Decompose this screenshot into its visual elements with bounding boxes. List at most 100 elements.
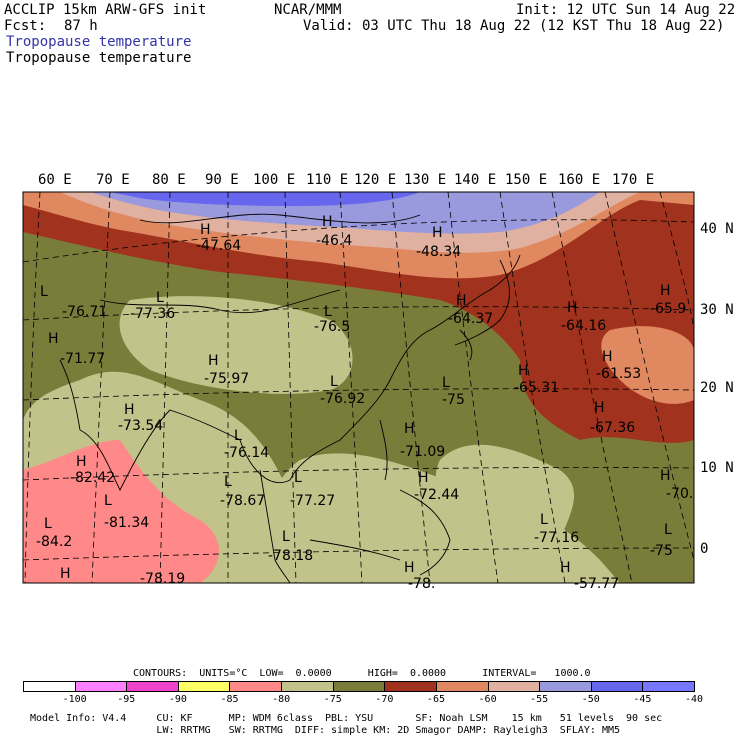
lon-label: 170 E — [612, 172, 655, 188]
hl-value: -75 — [442, 392, 465, 408]
colorbar-swatch — [590, 681, 644, 692]
colorbar-label: -65 — [426, 694, 445, 705]
hl-marker: H-47.64 — [196, 222, 241, 254]
hl-value: -47.64 — [196, 238, 241, 254]
hl-value: -64.37 — [448, 311, 493, 327]
colorbar-label: -90 — [168, 694, 187, 705]
hl-symbol: L — [224, 474, 232, 490]
hl-marker: H-61.53 — [596, 349, 641, 382]
hl-value: -77.27 — [290, 493, 335, 509]
hl-symbol: H — [208, 353, 219, 369]
hl-marker: H -70. — [660, 468, 693, 502]
hl-marker: H -75.97 — [204, 353, 249, 387]
hl-symbol: L — [104, 493, 112, 509]
lat-label: 0 — [700, 541, 709, 557]
hl-symbol: L — [324, 304, 332, 320]
lon-label: 160 E — [558, 172, 601, 188]
hl-marker: H-82.42 — [70, 454, 115, 486]
hl-marker: L -81.34 — [104, 493, 149, 531]
colorbar-label: -80 — [272, 694, 291, 705]
hl-symbol: H — [660, 468, 671, 484]
hl-marker: H -65.9 — [650, 283, 686, 317]
hl-marker: L-76.92 — [320, 374, 365, 407]
hl-symbol: L — [156, 290, 164, 306]
hl-symbol: H — [560, 560, 571, 576]
hl-value: -73.54 — [118, 418, 163, 434]
hl-value: -81.34 — [104, 515, 149, 531]
model-info-line2: LW: RRTMG SW: RRTMG DIFF: simple KM: 2D … — [30, 725, 621, 736]
hl-marker: L-77.36 — [130, 290, 175, 322]
hl-symbol: H — [76, 454, 87, 470]
hl-marker: L -77.16 — [534, 512, 579, 546]
hl-marker: H-73.54 — [118, 402, 163, 434]
graticule — [23, 192, 694, 583]
contours-info: CONTOURS: UNITS=°C LOW= 0.0000 HIGH= 0.0… — [133, 668, 591, 679]
hl-symbol: L — [282, 529, 290, 545]
colorbar-swatch — [23, 681, 76, 692]
hl-symbol: H — [404, 421, 415, 437]
hl-marker: L -76.71 — [40, 284, 107, 320]
hl-symbol: H — [594, 400, 605, 416]
fcst-value: 87 h — [64, 18, 98, 34]
colorbar-swatch — [74, 681, 128, 692]
high-low-markers: H-47.64 H-46.4 H-48.34 L-76.71 L-77.36 L… — [36, 214, 693, 592]
hl-marker: H-65.31 — [514, 363, 559, 396]
hl-value: -71.77 — [60, 351, 105, 367]
hl-marker: L-76.5 — [314, 304, 350, 335]
lon-label: 120 E — [354, 172, 397, 188]
hl-value: -82.42 — [70, 470, 115, 486]
colorbar-label: -70 — [375, 694, 394, 705]
colorbar-swatch — [332, 681, 386, 692]
hl-marker: L -75 — [650, 522, 673, 559]
hl-marker: L -78.67 — [220, 474, 265, 509]
hl-symbol: H — [456, 293, 467, 309]
hl-value: -72.44 — [414, 487, 459, 503]
colorbar-swatch — [487, 681, 541, 692]
hl-value: -70. — [666, 486, 693, 502]
lon-label: 130 E — [404, 172, 447, 188]
hl-marker: H-72.44 — [414, 470, 459, 503]
hl-marker: H -71.09 — [400, 421, 445, 460]
lat-label: 20 N — [700, 380, 734, 396]
hl-marker: H -64.16 — [561, 300, 606, 334]
colorbar-label: -55 — [530, 694, 549, 705]
hl-marker: H -46.4 — [316, 214, 352, 249]
hl-value: -76.14 — [224, 445, 269, 461]
hl-value: -64.16 — [561, 318, 606, 334]
colorbar-swatch — [539, 681, 592, 692]
hl-value: -84.2 — [36, 534, 72, 550]
hl-value: -46.4 — [316, 233, 352, 249]
hl-value: -67.36 — [590, 420, 635, 436]
fcst-label: Fcst: — [4, 18, 47, 34]
hl-value: -61.53 — [596, 366, 641, 382]
hl-value: -78.67 — [220, 493, 265, 509]
coastlines — [59, 213, 521, 583]
lon-label: 60 E — [38, 172, 72, 188]
hl-symbol: H — [602, 349, 613, 365]
hl-marker: H -48.34 — [416, 225, 461, 260]
hl-marker: H-57.77 — [560, 560, 619, 592]
colorbar-swatch — [281, 681, 334, 692]
colorbar-label: -45 — [633, 694, 652, 705]
hl-value: -57.77 — [574, 576, 619, 592]
colorbar-label: -40 — [685, 694, 704, 705]
hl-symbol: L — [664, 522, 672, 538]
hl-marker: H -67.36 — [590, 400, 635, 436]
colorbar-swatch — [642, 681, 695, 692]
hl-value: -78. — [408, 576, 435, 592]
lon-label: 90 E — [205, 172, 239, 188]
hl-value: -78.19 — [140, 571, 185, 587]
lon-label: 140 E — [454, 172, 497, 188]
hl-symbol: L — [540, 512, 548, 528]
colorbar-swatch — [229, 681, 283, 692]
hl-symbol: H — [660, 283, 671, 299]
hl-value: -48.34 — [416, 244, 461, 260]
init-time: Init: 12 UTC Sun 14 Aug 22 — [516, 2, 736, 18]
hl-value: -71.09 — [400, 444, 445, 460]
colorbar-swatch — [177, 681, 231, 692]
hl-symbol: H — [404, 560, 415, 576]
hl-symbol: L — [234, 428, 242, 444]
hl-value: -77.36 — [130, 306, 175, 322]
lon-label: 110 E — [306, 172, 349, 188]
